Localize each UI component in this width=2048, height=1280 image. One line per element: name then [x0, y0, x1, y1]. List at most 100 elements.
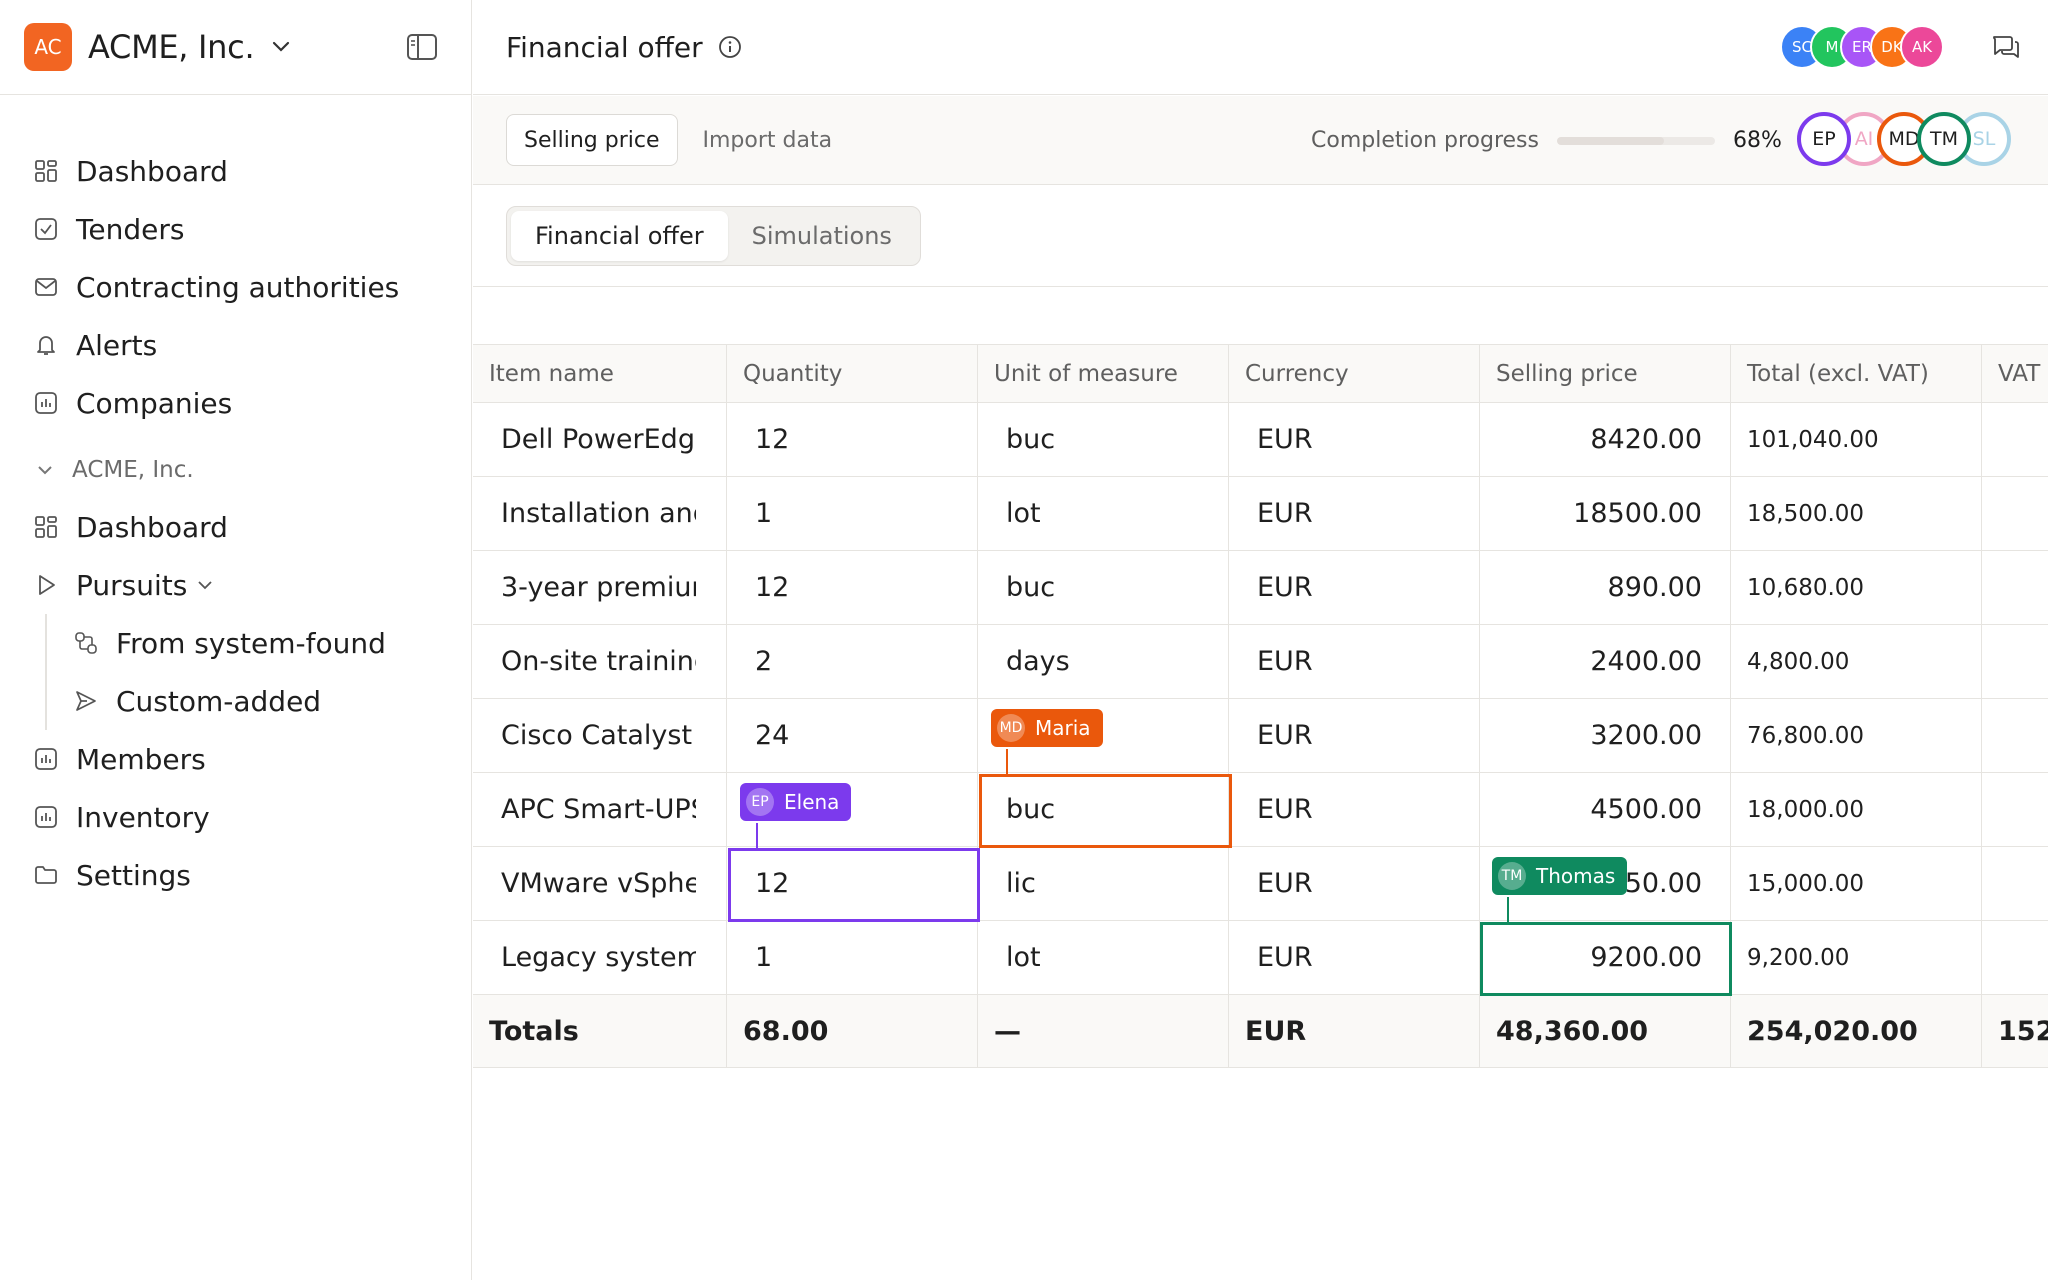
- quantity-cell[interactable]: 12: [727, 847, 978, 920]
- column-header[interactable]: VAT (19%): [1982, 345, 2048, 402]
- chevron-down-icon[interactable]: [197, 576, 215, 594]
- item-name: Dell PowerEdge: [501, 424, 696, 455]
- nav-org-dashboard[interactable]: Dashboard: [0, 498, 471, 556]
- quantity-cell[interactable]: 24: [727, 699, 978, 772]
- quantity-cell[interactable]: 2: [727, 625, 978, 698]
- unit-cell[interactable]: lot: [978, 921, 1229, 994]
- table-row: Dell PowerEdge 12 buc EUR 8420.00 101,04…: [473, 403, 2048, 477]
- nav-companies[interactable]: Companies: [0, 374, 471, 432]
- table-row: On-site training 2 days EUR 2400.00 4,80…: [473, 625, 2048, 699]
- totals-quantity: 68.00: [727, 995, 978, 1067]
- totals-total: 254,020.00: [1731, 995, 1982, 1067]
- nav-pursuits[interactable]: Pursuits: [0, 556, 471, 614]
- currency-cell[interactable]: EUR: [1229, 921, 1480, 994]
- play-icon: [32, 571, 60, 599]
- column-header[interactable]: Unit of measure: [978, 345, 1229, 402]
- item-name-cell[interactable]: Dell PowerEdge: [473, 403, 727, 476]
- selling-price-cell[interactable]: 890.00: [1480, 551, 1731, 624]
- item-name-cell[interactable]: Installation and: [473, 477, 727, 550]
- unit-cell[interactable]: buc: [978, 403, 1229, 476]
- item-name-cell[interactable]: On-site training: [473, 625, 727, 698]
- nav-custom-added[interactable]: Custom-added: [0, 672, 471, 730]
- item-name-cell[interactable]: Legacy system: [473, 921, 727, 994]
- item-name-cell[interactable]: APC Smart-UPS: [473, 773, 727, 846]
- subnav-line: [45, 614, 47, 730]
- column-header[interactable]: Item name: [473, 345, 727, 402]
- item-name: Legacy system: [501, 942, 696, 973]
- selling-price-cell[interactable]: 3200.00: [1480, 699, 1731, 772]
- column-header[interactable]: Quantity: [727, 345, 978, 402]
- info-icon[interactable]: [717, 34, 743, 60]
- toolbar: Selling price Import data Completion pro…: [473, 96, 2048, 185]
- mail-icon: [32, 273, 60, 301]
- quantity-cell[interactable]: 1: [727, 921, 978, 994]
- totals-unit: —: [978, 995, 1229, 1067]
- nav-from-system-found[interactable]: From system-found: [0, 614, 471, 672]
- avatar[interactable]: AK: [1900, 25, 1944, 69]
- unit-cell[interactable]: lot: [978, 477, 1229, 550]
- selling-price-cell[interactable]: 9200.00: [1480, 921, 1731, 994]
- completion-progress: Completion progress 68%: [1311, 96, 1782, 185]
- currency-cell[interactable]: EUR: [1229, 847, 1480, 920]
- org-section-header[interactable]: ACME, Inc.: [0, 442, 471, 498]
- vat-cell: [1982, 625, 2048, 698]
- nav-members[interactable]: Members: [0, 730, 471, 788]
- table-header-row: Item name Quantity Unit of measure Curre…: [473, 345, 2048, 403]
- total-cell: 76,800.00: [1731, 699, 1982, 772]
- selling-price-cell[interactable]: 18500.00: [1480, 477, 1731, 550]
- tab-import-data[interactable]: Import data: [702, 127, 833, 153]
- sidebar-toggle-icon[interactable]: [405, 32, 439, 62]
- quantity-cell[interactable]: 12: [727, 551, 978, 624]
- tab-simulations[interactable]: Simulations: [751, 222, 892, 250]
- comments-icon[interactable]: [1990, 32, 2022, 62]
- org-switcher[interactable]: AC ACME, Inc.: [0, 0, 471, 95]
- quantity-cell[interactable]: 12: [727, 403, 978, 476]
- quantity-cell[interactable]: 1: [727, 477, 978, 550]
- nav-label: Alerts: [76, 328, 158, 362]
- tab-selling-price[interactable]: Selling price: [506, 114, 678, 166]
- vat-cell: [1982, 847, 2048, 920]
- nav-contracting-authorities[interactable]: Contracting authorities: [0, 258, 471, 316]
- nav-settings[interactable]: Settings: [0, 846, 471, 904]
- chevron-down-icon[interactable]: [270, 36, 292, 58]
- column-header[interactable]: Currency: [1229, 345, 1480, 402]
- currency-cell[interactable]: EUR: [1229, 625, 1480, 698]
- total-cell: 4,800.00: [1731, 625, 1982, 698]
- currency-cell[interactable]: EUR: [1229, 477, 1480, 550]
- currency-cell[interactable]: EUR: [1229, 551, 1480, 624]
- selling-price-cell[interactable]: 4500.00: [1480, 773, 1731, 846]
- currency-cell[interactable]: EUR: [1229, 403, 1480, 476]
- chart-box-icon: [32, 389, 60, 417]
- main-nav: Dashboard Tenders Contracting authoritie…: [0, 95, 471, 904]
- tab-financial-offer[interactable]: Financial offer: [511, 211, 728, 261]
- nav-tenders[interactable]: Tenders: [0, 200, 471, 258]
- selling-price-cell[interactable]: 2400.00: [1480, 625, 1731, 698]
- totals-row: Totals 68.00 — EUR 48,360.00 254,020.00 …: [473, 995, 2048, 1068]
- nav-label: Settings: [76, 858, 191, 892]
- item-name-cell[interactable]: VMware vSphere: [473, 847, 727, 920]
- cursor-stem: [1006, 749, 1008, 775]
- nav-label: From system-found: [116, 626, 386, 660]
- avatar[interactable]: EP: [1797, 112, 1851, 166]
- nav-label: Companies: [76, 386, 233, 420]
- item-name-cell[interactable]: Cisco Catalyst 9: [473, 699, 727, 772]
- nav-dashboard[interactable]: Dashboard: [0, 142, 471, 200]
- avatar: EP: [746, 788, 774, 816]
- unit-cell[interactable]: days: [978, 625, 1229, 698]
- nav-inventory[interactable]: Inventory: [0, 788, 471, 846]
- currency-cell[interactable]: EUR: [1229, 699, 1480, 772]
- column-header[interactable]: Selling price: [1480, 345, 1731, 402]
- avatar[interactable]: TM: [1917, 112, 1971, 166]
- active-editors: EP AI MD TM SL: [1797, 112, 2011, 166]
- bell-icon: [32, 331, 60, 359]
- item-name-cell[interactable]: 3-year premium: [473, 551, 727, 624]
- nav-alerts[interactable]: Alerts: [0, 316, 471, 374]
- selling-price-cell[interactable]: 8420.00: [1480, 403, 1731, 476]
- table-row: VMware vSphere 12 lic EUR 50.00 15,000.0…: [473, 847, 2048, 921]
- totals-currency: EUR: [1229, 995, 1480, 1067]
- unit-cell[interactable]: buc: [978, 773, 1229, 846]
- unit-cell[interactable]: lic: [978, 847, 1229, 920]
- unit-cell[interactable]: buc: [978, 551, 1229, 624]
- currency-cell[interactable]: EUR: [1229, 773, 1480, 846]
- column-header[interactable]: Total (excl. VAT): [1731, 345, 1982, 402]
